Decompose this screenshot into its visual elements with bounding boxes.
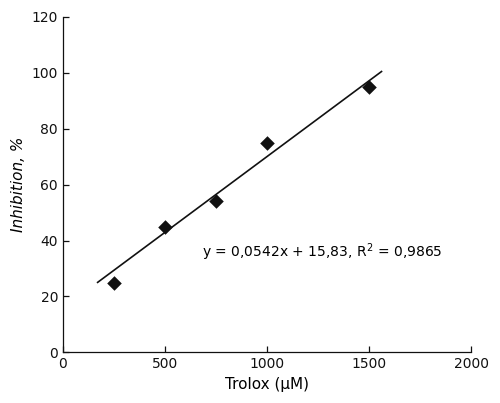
Y-axis label: Inhibition, %: Inhibition, % (11, 137, 26, 232)
Point (212, 198, 220, 205)
Point (263, 139, 271, 146)
Point (161, 223, 169, 230)
Text: y = 0,0542x + 15,83, R$^2$ = 0,9865: y = 0,0542x + 15,83, R$^2$ = 0,9865 (202, 242, 442, 263)
Point (110, 279, 118, 286)
Point (366, 83, 374, 90)
X-axis label: Trolox (μM): Trolox (μM) (225, 377, 309, 392)
